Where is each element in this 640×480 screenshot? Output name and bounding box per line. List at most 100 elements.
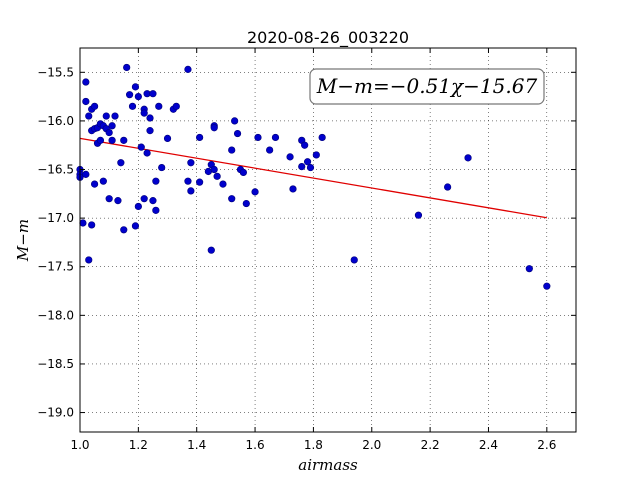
data-point	[90, 180, 99, 188]
data-point	[301, 141, 309, 149]
data-point	[146, 127, 154, 135]
data-point	[117, 159, 125, 167]
y-axis-ticks: −15.5 −16.0 −16.5 −17.0 −17.5 −18.0 −18.5 −19.0	[37, 65, 576, 420]
data-point	[187, 187, 195, 195]
data-point	[85, 112, 93, 120]
data-point	[123, 63, 131, 72]
x-tick-label: 1.6	[246, 438, 265, 452]
data-point	[134, 93, 142, 101]
data-points	[76, 63, 551, 290]
y-tick-label: −18.5	[37, 357, 74, 371]
y-axis-label: M−m	[14, 219, 32, 262]
data-point	[298, 163, 306, 171]
data-point	[140, 195, 148, 203]
data-point	[318, 133, 326, 142]
data-point	[239, 168, 247, 177]
data-point	[90, 102, 99, 110]
data-point	[149, 197, 157, 205]
data-point	[102, 112, 110, 120]
data-point	[120, 136, 128, 144]
data-point	[82, 78, 90, 86]
x-tick-label: 2.6	[537, 438, 556, 452]
data-point	[85, 256, 93, 264]
data-point	[111, 112, 119, 120]
annotation-text: M−m=−0.51χ−15.67	[316, 74, 538, 98]
data-point	[196, 133, 204, 142]
data-point	[231, 117, 239, 125]
data-point	[172, 102, 180, 110]
data-point	[108, 122, 116, 130]
x-tick-label: 1.8	[304, 438, 323, 452]
data-point	[82, 97, 90, 106]
data-point	[137, 143, 145, 151]
chart-title: 2020-08-26_003220	[247, 28, 409, 48]
data-point	[289, 185, 297, 193]
data-point	[79, 219, 87, 227]
y-tick-label: −16.0	[37, 114, 74, 128]
annotation-box	[309, 68, 545, 105]
data-point	[184, 65, 192, 73]
data-point	[128, 102, 137, 110]
data-point	[350, 256, 358, 264]
plot-area	[80, 48, 576, 432]
data-point	[146, 114, 154, 122]
fit-line-group	[79, 137, 547, 219]
data-point	[306, 163, 315, 172]
data-point	[444, 183, 452, 191]
data-point	[242, 199, 250, 208]
data-point	[525, 265, 533, 273]
data-point	[158, 163, 166, 172]
data-point	[96, 136, 105, 144]
data-point	[286, 153, 294, 161]
data-point	[134, 202, 142, 211]
data-point	[149, 90, 157, 98]
data-point	[213, 172, 221, 180]
x-tick-label: 1.0	[70, 438, 89, 452]
y-tick-label: −15.5	[37, 65, 74, 79]
data-point	[414, 211, 423, 219]
data-point	[196, 178, 204, 186]
data-point	[210, 165, 218, 174]
data-point	[254, 133, 262, 142]
data-point	[152, 206, 160, 214]
data-point	[312, 151, 320, 159]
data-point	[303, 158, 312, 166]
x-axis-ticks: 1.0 1.2 1.4 1.6 1.8 2.0 2.2 2.4 2.6	[70, 48, 556, 452]
data-point	[82, 170, 90, 178]
x-tick-label: 1.2	[129, 438, 148, 452]
y-tick-label: −19.0	[37, 406, 74, 420]
data-point	[143, 149, 151, 157]
data-point	[184, 177, 192, 185]
data-point	[543, 282, 551, 290]
data-point	[99, 177, 107, 185]
data-point	[251, 188, 259, 196]
data-point	[131, 83, 140, 91]
data-point	[88, 221, 96, 229]
data-point	[163, 134, 172, 143]
y-tick-label: −16.5	[37, 163, 74, 177]
data-point	[114, 197, 122, 205]
data-point	[228, 195, 236, 203]
x-tick-label: 2.0	[362, 438, 381, 452]
data-point	[152, 177, 160, 185]
data-point	[131, 222, 140, 230]
x-tick-label: 1.4	[187, 438, 206, 452]
data-point	[120, 226, 128, 234]
y-tick-label: −17.5	[37, 260, 74, 274]
plot-frame	[79, 47, 577, 433]
data-point	[105, 128, 113, 137]
x-axis-label: airmass	[298, 456, 358, 474]
y-tick-label: −17.0	[37, 211, 74, 225]
data-point	[140, 109, 148, 117]
data-point	[219, 180, 227, 188]
data-point	[155, 102, 163, 110]
data-point	[207, 246, 215, 254]
data-point	[228, 146, 236, 154]
data-point	[464, 154, 472, 162]
x-tick-label: 2.2	[421, 438, 440, 452]
data-point	[210, 124, 218, 132]
data-point	[271, 133, 280, 142]
data-point	[187, 159, 195, 167]
y-tick-label: −18.0	[37, 308, 74, 322]
